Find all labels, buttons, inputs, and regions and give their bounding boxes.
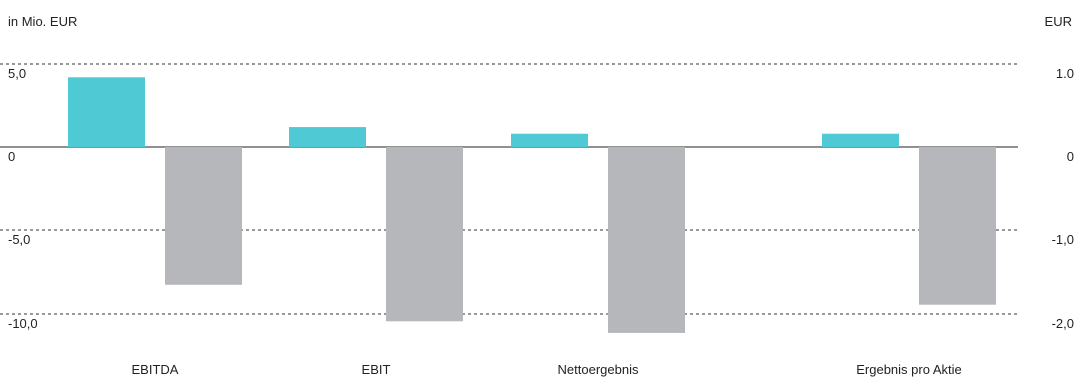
left-tick-label: -5,0: [8, 232, 30, 247]
right-axis-unit: EUR: [1044, 14, 1072, 29]
bar-ergebnis-pro-aktie-s1: [822, 133, 899, 147]
bar-ebit-s1: [289, 127, 366, 147]
right-tick-label: -1,0: [1052, 232, 1074, 247]
bar-ebit-s2: [386, 147, 463, 322]
right-tick-label: -2,0: [1052, 316, 1074, 331]
category-label: Ergebnis pro Aktie: [856, 362, 962, 377]
left-tick-label: 5,0: [8, 66, 26, 81]
left-tick-label: 0: [8, 149, 15, 164]
bar-ergebnis-pro-aktie-s2: [919, 147, 996, 305]
category-label: EBITDA: [132, 362, 179, 377]
category-label: EBIT: [362, 362, 391, 377]
left-tick-label: -10,0: [8, 316, 38, 331]
right-tick-label: 1.0: [1056, 66, 1074, 81]
bar-nettoergebnis-s1: [511, 133, 588, 147]
category-label: Nettoergebnis: [558, 362, 639, 377]
bar-nettoergebnis-s2: [608, 147, 685, 333]
right-tick-label: 0: [1067, 149, 1074, 164]
bar-ebitda-s1: [68, 77, 145, 147]
bar-ebitda-s2: [165, 147, 242, 285]
left-axis-unit: in Mio. EUR: [8, 14, 78, 29]
